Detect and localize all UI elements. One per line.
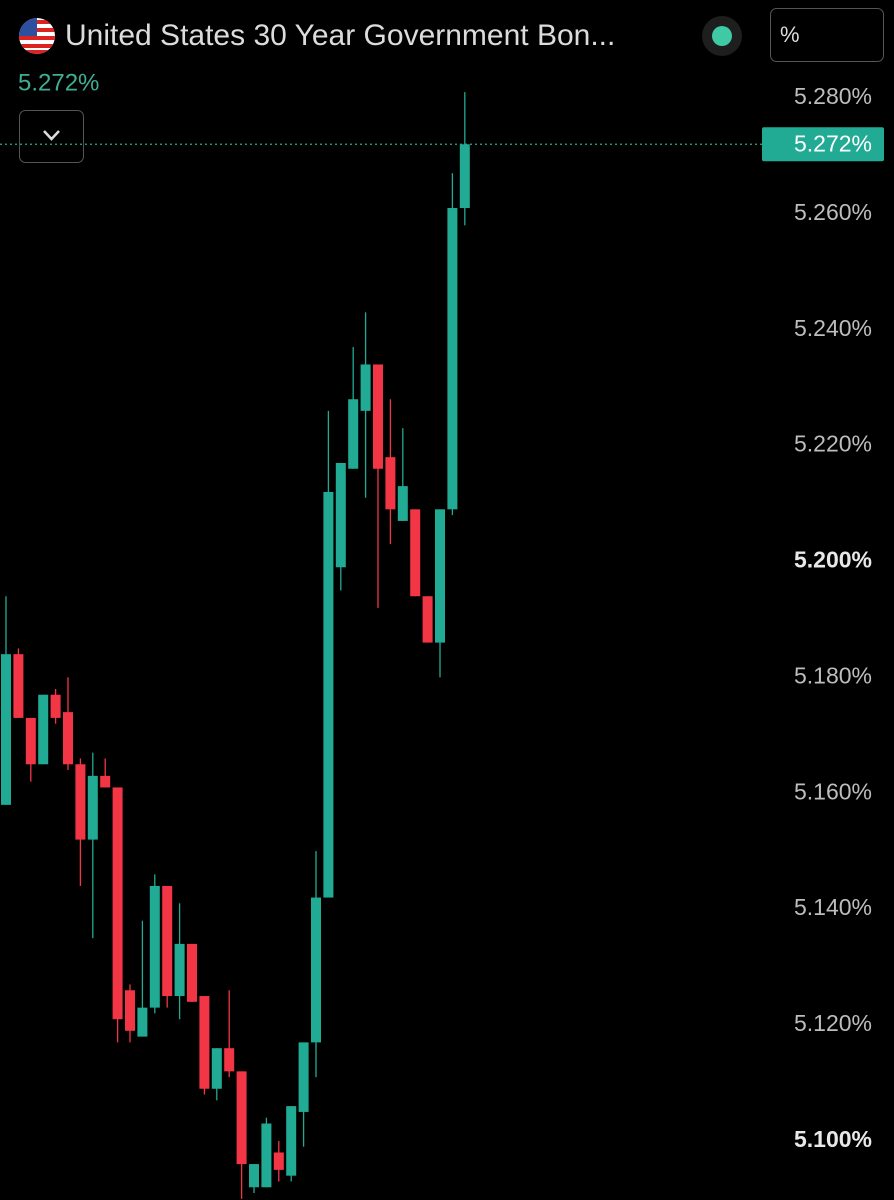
chart-title: United States 30 Year Government Bon... — [65, 19, 615, 52]
plot-area — [1, 92, 470, 1199]
candle-body — [137, 1007, 148, 1037]
y-tick-label: 5.100% — [794, 1126, 872, 1152]
y-tick-label: 5.260% — [794, 199, 872, 225]
candle-body — [38, 694, 49, 765]
candle-body — [385, 457, 396, 510]
candle-body — [100, 775, 111, 788]
dropdown-button[interactable] — [19, 110, 84, 163]
candle-body — [410, 509, 421, 597]
candle-body — [447, 208, 458, 510]
candle-body — [187, 943, 197, 1002]
candle-body — [286, 1106, 297, 1176]
candle-body — [236, 1071, 247, 1165]
candle-body — [373, 364, 383, 469]
candle-body — [25, 717, 36, 765]
unit-button[interactable] — [770, 8, 884, 62]
candle-body — [112, 787, 123, 1020]
flag-icon — [19, 18, 55, 54]
candle-body — [249, 1164, 259, 1188]
candle-body — [13, 654, 24, 718]
candle-body — [323, 491, 334, 898]
candle-body — [125, 990, 135, 1031]
y-tick-label: 5.200% — [794, 547, 872, 573]
y-tick-label: 5.120% — [794, 1010, 872, 1036]
candle-body — [422, 596, 433, 643]
candle-body — [162, 885, 173, 997]
candle-body — [348, 399, 359, 469]
candle-body — [273, 1152, 284, 1170]
candle-body — [174, 943, 185, 997]
y-tick-label: 5.220% — [794, 431, 872, 457]
candle-body — [63, 712, 73, 765]
last-price: 5.272% — [18, 69, 99, 96]
candle-body — [50, 694, 61, 718]
status-dot — [712, 26, 732, 46]
y-tick-label: 5.180% — [794, 662, 872, 688]
candle-body — [87, 775, 98, 840]
candle-body — [199, 996, 210, 1089]
y-tick-label: 5.240% — [794, 315, 872, 341]
candle-body — [298, 1042, 309, 1112]
candle-body — [459, 144, 470, 209]
candle-body — [311, 897, 321, 1043]
candle-body — [397, 486, 408, 521]
y-tick-label: 5.160% — [794, 778, 872, 804]
candle-body — [335, 462, 346, 568]
candle-body — [224, 1048, 235, 1072]
y-tick-label: 5.280% — [794, 83, 872, 109]
candle-body — [211, 1048, 222, 1089]
candle-body — [149, 885, 160, 1008]
unit-button-label: % — [780, 22, 800, 47]
last-price-tag-label: 5.272% — [794, 130, 872, 156]
candle-body — [435, 509, 445, 643]
candle-body — [75, 764, 86, 840]
chevron-icon — [43, 130, 60, 141]
candle-body — [261, 1123, 272, 1188]
candle-body — [1, 654, 11, 805]
last-price-tag — [762, 127, 884, 162]
y-tick-label: 5.140% — [794, 894, 872, 920]
candle-body — [360, 364, 371, 411]
